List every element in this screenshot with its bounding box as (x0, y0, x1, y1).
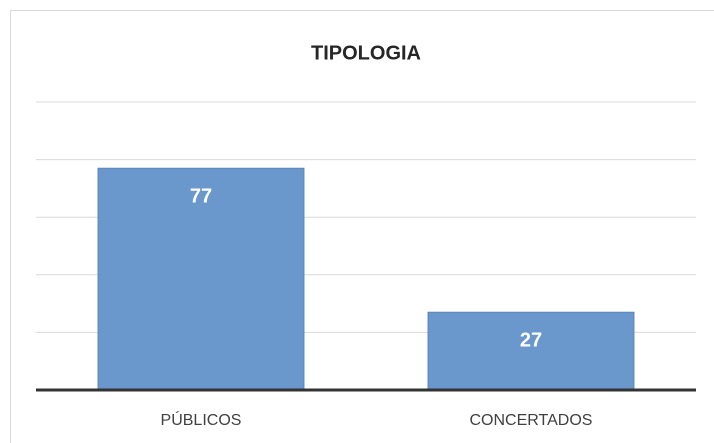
data-label: 77 (190, 186, 212, 208)
bar (427, 311, 635, 391)
x-tick-label: PÚBLICOS (161, 410, 242, 429)
data-label: 27 (520, 330, 542, 352)
chart-title: TIPOLOGIA (311, 42, 421, 64)
x-tick-label: CONCERTADOS (470, 412, 593, 429)
